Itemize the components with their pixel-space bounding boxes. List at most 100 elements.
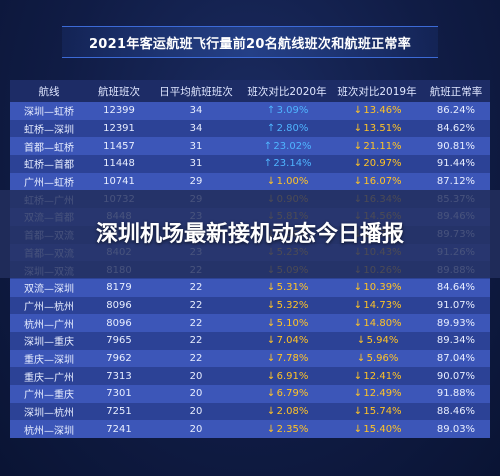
arrow-down-icon: ↓	[266, 176, 276, 188]
vs2020-cell-value: 23.02%	[273, 140, 312, 152]
route-cell-value: 虹桥—深圳	[24, 125, 74, 137]
on-time-rate-cell-value: 84.62%	[436, 123, 476, 135]
vs2019-cell-value: 13.46%	[363, 105, 402, 117]
vs2019-cell: ↓14.80%	[332, 314, 422, 332]
header-flights: 航班班次	[88, 80, 150, 102]
arrow-down-icon: ↓	[266, 299, 276, 311]
header-vs2020: 班次对比2020年	[242, 80, 332, 102]
vs2019-cell-value: 5.94%	[366, 335, 399, 347]
vs2020-cell-value: 23.14%	[273, 158, 312, 170]
arrow-down-icon: ↓	[353, 140, 363, 152]
on-time-rate-cell: 87.12%	[422, 172, 490, 191]
arrow-down-icon: ↓	[353, 123, 363, 135]
flights-cell-value: 7965	[106, 335, 132, 347]
vs2019-cell: ↓12.49%	[332, 385, 422, 403]
route-cell: 首都—虹桥	[10, 137, 88, 156]
vs2020-cell: ↓2.08%	[242, 402, 332, 421]
vs2019-cell: ↓14.73%	[332, 296, 422, 315]
vs2020-cell-value: 6.79%	[276, 388, 309, 400]
on-time-rate-cell: 89.34%	[422, 331, 490, 350]
arrow-down-icon: ↓	[353, 370, 363, 382]
arrow-down-icon: ↓	[266, 370, 276, 382]
vs2020-cell: ↑3.09%	[242, 102, 332, 120]
arrow-down-icon: ↓	[353, 282, 363, 294]
daily-cell: 22	[150, 296, 242, 315]
vs2019-cell: ↓13.46%	[332, 102, 422, 120]
vs2020-cell-value: 2.08%	[276, 406, 309, 418]
flights-cell-value: 8179	[106, 282, 132, 294]
flights-cell-value: 7962	[106, 352, 132, 364]
on-time-rate-cell: 90.81%	[422, 137, 490, 156]
flights-cell: 7241	[88, 420, 150, 439]
flights-cell: 7965	[88, 331, 150, 350]
route-cell: 深圳—重庆	[10, 331, 88, 350]
route-cell: 双流—深圳	[10, 278, 88, 297]
arrow-down-icon: ↓	[356, 352, 366, 364]
route-cell: 重庆—广州	[10, 367, 88, 385]
route-cell-value: 重庆—广州	[24, 372, 74, 384]
arrow-down-icon: ↓	[266, 282, 276, 294]
flights-cell-value: 7241	[106, 423, 132, 435]
vs2019-cell-value: 12.49%	[363, 388, 402, 400]
vs2019-cell: ↓15.40%	[332, 420, 422, 439]
flights-cell: 11457	[88, 137, 150, 156]
on-time-rate-cell-value: 89.93%	[436, 317, 476, 329]
daily-cell: 20	[150, 367, 242, 385]
table-row: 双流—深圳 8179 22 ↓5.31% ↓10.39% 84.64%	[10, 278, 490, 297]
header-route: 航线	[10, 80, 88, 102]
vs2020-cell-value: 6.91%	[276, 370, 309, 382]
on-time-rate-cell: 89.93%	[422, 314, 490, 332]
table-row: 深圳—虹桥 12399 34 ↑3.09% ↓13.46% 86.24%	[10, 102, 490, 120]
daily-cell-value: 29	[189, 176, 203, 188]
on-time-rate-cell: 91.44%	[422, 155, 490, 173]
vs2019-cell: ↓21.11%	[332, 137, 422, 156]
route-cell-value: 首都—虹桥	[24, 142, 74, 154]
table-row: 杭州—广州 8096 22 ↓5.10% ↓14.80% 89.93%	[10, 314, 490, 332]
on-time-rate-cell-value: 90.81%	[436, 140, 476, 152]
vs2020-cell-value: 5.32%	[276, 299, 309, 311]
on-time-rate-cell: 89.03%	[422, 420, 490, 439]
vs2020-cell: ↓7.04%	[242, 331, 332, 350]
arrow-down-icon: ↓	[266, 352, 276, 364]
flights-cell: 8179	[88, 278, 150, 297]
vs2019-cell-value: 10.39%	[363, 282, 402, 294]
vs2020-cell-value: 5.31%	[276, 282, 309, 294]
route-cell: 深圳—虹桥	[10, 102, 88, 120]
flights-cell-value: 10741	[103, 176, 135, 188]
route-cell-value: 杭州—广州	[24, 319, 74, 331]
vs2020-cell: ↑23.14%	[242, 155, 332, 173]
vs2019-cell-value: 16.07%	[363, 176, 402, 188]
route-cell: 重庆—深圳	[10, 349, 88, 368]
vs2019-cell: ↓16.07%	[332, 172, 422, 191]
on-time-rate-cell-value: 89.34%	[436, 335, 476, 347]
vs2020-cell-value: 7.78%	[276, 352, 309, 364]
arrow-down-icon: ↓	[266, 388, 276, 400]
vs2019-cell: ↓20.97%	[332, 155, 422, 173]
table-header-row: 航线 航班班次 日平均航班班次 班次对比2020年 班次对比2019年 航班正常…	[10, 80, 490, 102]
vs2020-cell: ↓5.31%	[242, 278, 332, 297]
vs2019-cell-value: 5.96%	[366, 352, 399, 364]
daily-cell: 22	[150, 314, 242, 332]
arrow-down-icon: ↓	[353, 299, 363, 311]
daily-cell: 22	[150, 349, 242, 368]
arrow-down-icon: ↓	[266, 406, 276, 418]
vs2020-cell: ↑2.80%	[242, 119, 332, 138]
flights-cell-value: 7251	[106, 406, 132, 418]
on-time-rate-cell: 88.46%	[422, 402, 490, 421]
on-time-rate-cell-value: 91.44%	[436, 158, 476, 170]
vs2019-cell-value: 21.11%	[363, 140, 402, 152]
page-title: 2021年客运航班飞行量前20名航线班次和航班正常率	[88, 36, 412, 52]
on-time-rate-cell-value: 88.46%	[436, 406, 476, 418]
flights-cell-value: 12399	[103, 105, 135, 117]
vs2019-cell: ↓12.41%	[332, 367, 422, 385]
daily-cell: 20	[150, 402, 242, 421]
flights-cell-value: 8096	[106, 299, 132, 311]
arrow-up-icon: ↑	[263, 158, 273, 170]
on-time-rate-cell-value: 84.64%	[436, 282, 476, 294]
arrow-up-icon: ↑	[266, 123, 276, 135]
vs2020-cell: ↑23.02%	[242, 137, 332, 156]
headline-text: 深圳机场最新接机动态今日播报	[95, 221, 404, 247]
route-cell: 杭州—广州	[10, 314, 88, 332]
arrow-down-icon: ↓	[266, 423, 276, 435]
flights-cell-value: 7313	[106, 370, 132, 382]
